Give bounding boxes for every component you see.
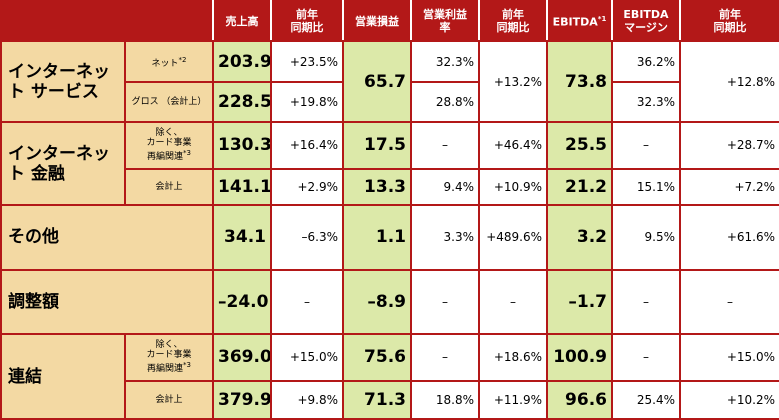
finance-excl-note: *3 bbox=[183, 149, 191, 158]
finance-excl-label: 除く、 カード事業 再編関連 bbox=[146, 128, 192, 163]
header-ebitda: EBITDA*1 bbox=[546, 0, 613, 43]
header-sales: 売上高 bbox=[212, 0, 272, 43]
finance-excl-row: インターネット 金融 除く、 カード事業 再編関連*3 130.3 +16.4%… bbox=[0, 121, 779, 206]
other-sales: 34.1 bbox=[212, 203, 272, 271]
consolidated-excl-op-yoy: +18.6% bbox=[478, 333, 548, 382]
finance-acct-sales: 141.1 bbox=[212, 167, 272, 206]
header-op-yoy: 前年 同期比 bbox=[478, 0, 548, 43]
other-row: その他 34.1 –6.3% 1.1 3.3% +489.6% 3.2 9.5%… bbox=[0, 203, 779, 271]
header-ebitda-yoy: 前年 同期比 bbox=[679, 0, 779, 43]
finance-acct-label: 会計上 bbox=[124, 167, 214, 206]
adjust-ebitda: –1.7 bbox=[546, 268, 613, 336]
other-op-yoy: +489.6% bbox=[478, 203, 548, 271]
finance-acct-row: 会計上 141.1 +2.9% 13.3 9.4% +10.9% 21.2 15… bbox=[1, 167, 779, 206]
other-ebitda: 3.2 bbox=[546, 203, 613, 271]
consolidated-excl-label-cell: 除く、 カード事業 再編関連*3 bbox=[124, 333, 214, 382]
internet-op-yoy: +13.2% bbox=[478, 40, 548, 124]
consolidated-acct-sales: 379.9 bbox=[212, 379, 272, 420]
finance-excl-op-yoy: +46.4% bbox=[478, 121, 548, 170]
header-ebitda-label: EBITDA bbox=[552, 16, 598, 30]
finance-acct-ebitda-margin: 15.1% bbox=[611, 167, 681, 206]
consolidated-acct-label: 会計上 bbox=[124, 379, 214, 420]
other-sales-yoy: –6.3% bbox=[270, 203, 344, 271]
segment-other: その他 bbox=[0, 203, 214, 271]
consolidated-excl-label: 除く、 カード事業 再編関連 bbox=[146, 340, 192, 375]
internet-ebitda-yoy: +12.8% bbox=[679, 40, 779, 124]
internet-net-sales: 203.9 bbox=[212, 40, 272, 83]
consolidated-acct-op-income: 71.3 bbox=[342, 379, 412, 420]
consolidated-excl-sales: 369.0 bbox=[212, 333, 272, 382]
finance-excl-op-margin: – bbox=[410, 121, 480, 170]
consolidated-acct-op-yoy: +11.9% bbox=[478, 379, 548, 420]
consolidated-excl-ebitda: 100.9 bbox=[546, 333, 613, 382]
adjust-ebitda-margin: – bbox=[611, 268, 681, 336]
consolidated-excl-ebitda-margin: – bbox=[611, 333, 681, 382]
internet-net-note: *2 bbox=[178, 55, 187, 64]
internet-gross-op-margin: 28.8% bbox=[410, 80, 480, 124]
header-sales-yoy: 前年 同期比 bbox=[270, 0, 344, 43]
internet-op-income: 65.7 bbox=[342, 40, 412, 124]
segment-consolidated: 連結 bbox=[0, 333, 126, 420]
internet-gross-sales: 228.5 bbox=[212, 80, 272, 124]
finance-excl-ebitda-yoy: +28.7% bbox=[679, 121, 779, 170]
consolidated-excl-note: *3 bbox=[183, 361, 191, 370]
header-row: 売上高 前年 同期比 営業損益 営業利益 率 前年 同期比 EBITDA*1 E… bbox=[0, 0, 779, 43]
consolidated-excl-op-income: 75.6 bbox=[342, 333, 412, 382]
other-ebitda-margin: 9.5% bbox=[611, 203, 681, 271]
finance-excl-op-income: 17.5 bbox=[342, 121, 412, 170]
internet-net-label-cell: ネット*2 bbox=[124, 40, 214, 83]
finance-excl-sales: 130.3 bbox=[212, 121, 272, 170]
adjust-sales: –24.0 bbox=[212, 268, 272, 336]
finance-excl-sales-yoy: +16.4% bbox=[270, 121, 344, 170]
finance-acct-op-yoy: +10.9% bbox=[478, 167, 548, 206]
consolidated-acct-ebitda-margin: 25.4% bbox=[611, 379, 681, 420]
internet-gross-row: グロス （会計上） 228.5 +19.8% 28.8% 32.3% bbox=[1, 80, 779, 124]
internet-gross-sales-yoy: +19.8% bbox=[270, 80, 344, 124]
internet-net-label: ネット bbox=[151, 58, 179, 69]
consolidated-acct-ebitda: 96.6 bbox=[546, 379, 613, 420]
adjust-row: 調整額 –24.0 – –8.9 – – –1.7 – – bbox=[0, 268, 779, 336]
adjust-op-margin: – bbox=[410, 268, 480, 336]
internet-net-sales-yoy: +23.5% bbox=[270, 40, 344, 83]
consolidated-excl-op-margin: – bbox=[410, 333, 480, 382]
internet-gross-ebitda-margin: 32.3% bbox=[611, 80, 681, 124]
finance-excl-ebitda: 25.5 bbox=[546, 121, 613, 170]
consolidated-acct-ebitda-yoy: +10.2% bbox=[679, 379, 779, 420]
adjust-sales-yoy: – bbox=[270, 268, 344, 336]
finance-excl-ebitda-margin: – bbox=[611, 121, 681, 170]
finance-acct-sales-yoy: +2.9% bbox=[270, 167, 344, 206]
consolidated-acct-row: 会計上 379.9 +9.8% 71.3 18.8% +11.9% 96.6 2… bbox=[1, 379, 779, 420]
consolidated-excl-row: 連結 除く、 カード事業 再編関連*3 369.0 +15.0% 75.6 – … bbox=[0, 333, 779, 420]
other-op-margin: 3.3% bbox=[410, 203, 480, 271]
segment-internet-finance: インターネット 金融 bbox=[0, 121, 126, 206]
consolidated-acct-sales-yoy: +9.8% bbox=[270, 379, 344, 420]
adjust-ebitda-yoy: – bbox=[679, 268, 779, 336]
internet-net-row: インターネット サービス ネット*2 203.9 +23.5% 65.7 32.… bbox=[0, 40, 779, 124]
other-op-income: 1.1 bbox=[342, 203, 412, 271]
consolidated-excl-ebitda-yoy: +15.0% bbox=[679, 333, 779, 382]
adjust-op-yoy: – bbox=[478, 268, 548, 336]
adjust-op-income: –8.9 bbox=[342, 268, 412, 336]
other-ebitda-yoy: +61.6% bbox=[679, 203, 779, 271]
consolidated-excl-sales-yoy: +15.0% bbox=[270, 333, 344, 382]
finance-acct-ebitda-yoy: +7.2% bbox=[679, 167, 779, 206]
consolidated-acct-op-margin: 18.8% bbox=[410, 379, 480, 420]
finance-excl-label-cell: 除く、 カード事業 再編関連*3 bbox=[124, 121, 214, 170]
internet-net-op-margin: 32.3% bbox=[410, 40, 480, 83]
segment-internet-services: インターネット サービス bbox=[0, 40, 126, 124]
internet-gross-label: グロス （会計上） bbox=[124, 80, 214, 124]
header-ebitda-note: *1 bbox=[597, 15, 607, 24]
finance-acct-op-income: 13.3 bbox=[342, 167, 412, 206]
internet-ebitda: 73.8 bbox=[546, 40, 613, 124]
finance-acct-op-margin: 9.4% bbox=[410, 167, 480, 206]
segment-adjustments: 調整額 bbox=[0, 268, 214, 336]
header-corner bbox=[0, 0, 214, 43]
header-ebitda-margin: EBITDA マージン bbox=[611, 0, 681, 43]
header-op-income: 営業損益 bbox=[342, 0, 412, 43]
header-op-margin: 営業利益 率 bbox=[410, 0, 480, 43]
finance-acct-ebitda: 21.2 bbox=[546, 167, 613, 206]
internet-net-ebitda-margin: 36.2% bbox=[611, 40, 681, 83]
